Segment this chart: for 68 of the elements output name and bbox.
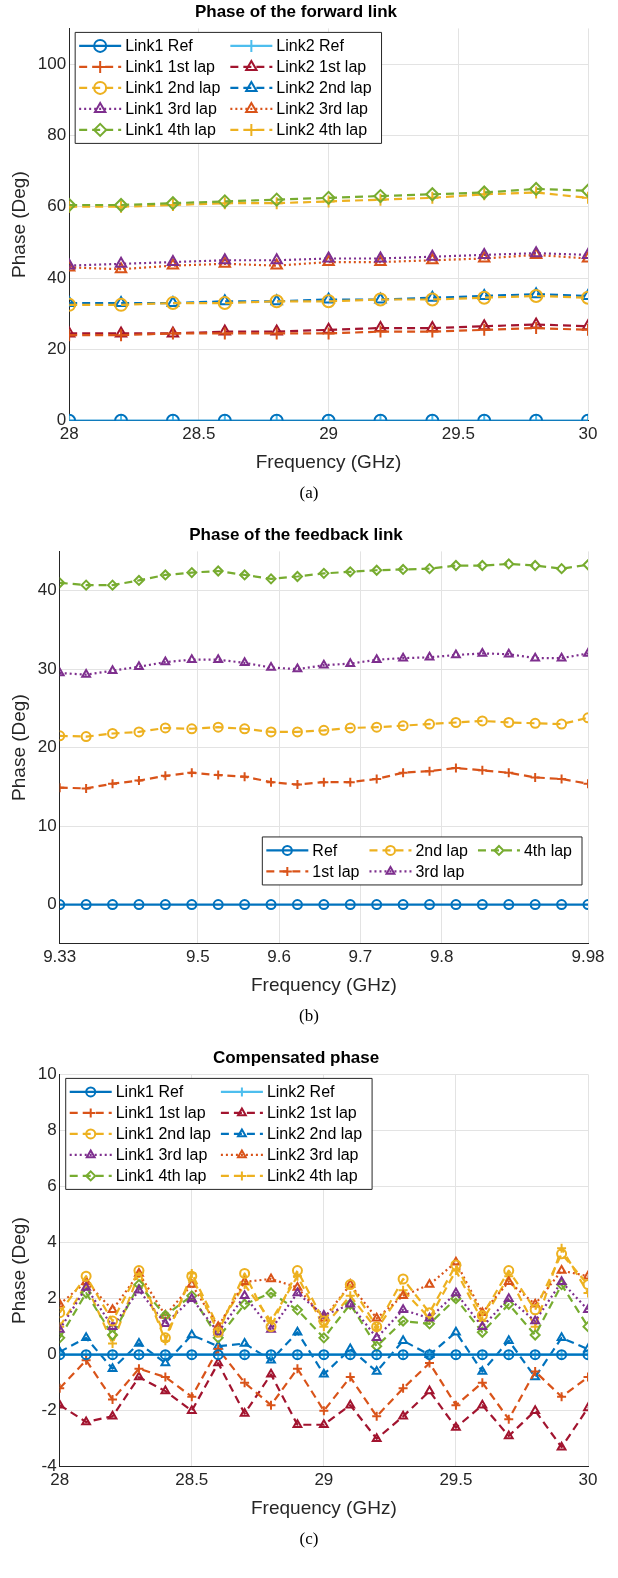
x-tick-label: 30 — [578, 423, 598, 443]
x-tick-label: 30 — [578, 1469, 598, 1489]
legend-label: Link2 4th lap — [266, 1167, 358, 1185]
y-tick-label: 10 — [37, 815, 57, 835]
x-tick-label: 9.7 — [348, 946, 373, 966]
x-tick-label: 28.5 — [182, 423, 216, 443]
legend-label: Link2 1st lap — [266, 1104, 357, 1122]
legend-label: Link1 4th lap — [125, 121, 216, 139]
legend-label: 3rd lap — [415, 862, 465, 880]
y-tick-label: 40 — [37, 580, 57, 600]
x-tick-label: 9.5 — [186, 946, 210, 966]
legend-label: Ref — [312, 841, 338, 859]
y-tick-label: 100 — [37, 53, 67, 73]
y-tick-label: 40 — [47, 267, 67, 287]
chart-title: Phase of the feedback link — [189, 524, 404, 544]
text: (a) — [298, 482, 320, 504]
legend-label: Link2 4th lap — [276, 121, 368, 139]
legend-label: Link2 1st lap — [276, 58, 367, 76]
legend-label: Link1 1st lap — [125, 58, 216, 76]
y-tick-label: 30 — [37, 658, 57, 678]
legend-label: Link1 4th lap — [115, 1167, 207, 1185]
legend-label: 2nd lap — [415, 841, 469, 859]
legend-label: Link2 3rd lap — [266, 1146, 359, 1164]
x-tick-label: 9.98 — [571, 946, 605, 966]
y-axis-title: Phase (Deg) — [7, 694, 29, 801]
legend-label: Link2 Ref — [276, 37, 345, 55]
chart-title: Phase of the forward link — [194, 1, 398, 21]
text: (c) — [298, 1528, 320, 1550]
x-axis-title: Frequency (GHz) — [251, 973, 397, 995]
x-axis-title: Frequency (GHz) — [255, 450, 402, 472]
legend-label: Link2 2nd lap — [276, 79, 372, 97]
y-tick-label: -2 — [41, 1400, 57, 1420]
y-axis-title: Phase (Deg) — [7, 171, 29, 278]
y-tick-label: 10 — [37, 1064, 57, 1084]
legend-label: 1st lap — [312, 862, 360, 880]
x-tick-label: 29 — [314, 1469, 334, 1489]
chart-title: Compensated phase — [212, 1047, 380, 1067]
text: (b) — [298, 1005, 320, 1027]
legend-label: Link2 Ref — [266, 1083, 336, 1101]
y-tick-label: 4 — [47, 1232, 57, 1252]
legend-label: Link1 3rd lap — [125, 100, 217, 118]
y-tick-label: 20 — [47, 339, 67, 359]
legend-label: Link1 Ref — [115, 1083, 184, 1101]
legend-label: Link1 2nd lap — [125, 79, 221, 97]
y-tick-label: 20 — [37, 737, 57, 757]
x-tick-label: 29.5 — [439, 1469, 473, 1489]
legend-label: Link2 3rd lap — [276, 100, 369, 118]
x-tick-label: 9.33 — [43, 946, 77, 966]
legend-label: Link1 Ref — [125, 37, 194, 55]
legend-label: Link2 2nd lap — [266, 1125, 363, 1143]
y-tick-label: 80 — [47, 125, 67, 145]
x-tick-label: 29 — [319, 423, 339, 443]
y-tick-label: 0 — [47, 894, 57, 914]
y-tick-label: 6 — [47, 1176, 57, 1196]
legend-label: Link1 2nd lap — [115, 1125, 211, 1143]
x-tick-label: 9.6 — [267, 946, 291, 966]
x-axis-title: Frequency (GHz) — [251, 1496, 397, 1518]
y-axis-title: Phase (Deg) — [7, 1217, 29, 1324]
y-tick-label: 0 — [47, 1344, 57, 1364]
x-tick-label: 9.8 — [429, 946, 454, 966]
y-tick-label: 60 — [47, 196, 67, 216]
y-tick-label: 8 — [47, 1120, 57, 1140]
legend-label: Link1 1st lap — [115, 1104, 206, 1122]
legend-label: 4th lap — [523, 841, 573, 859]
y-tick-label: 2 — [47, 1288, 57, 1308]
x-tick-label: 28.5 — [175, 1469, 209, 1489]
legend-label: Link1 3rd lap — [115, 1146, 208, 1164]
x-tick-label: 29.5 — [441, 423, 475, 443]
